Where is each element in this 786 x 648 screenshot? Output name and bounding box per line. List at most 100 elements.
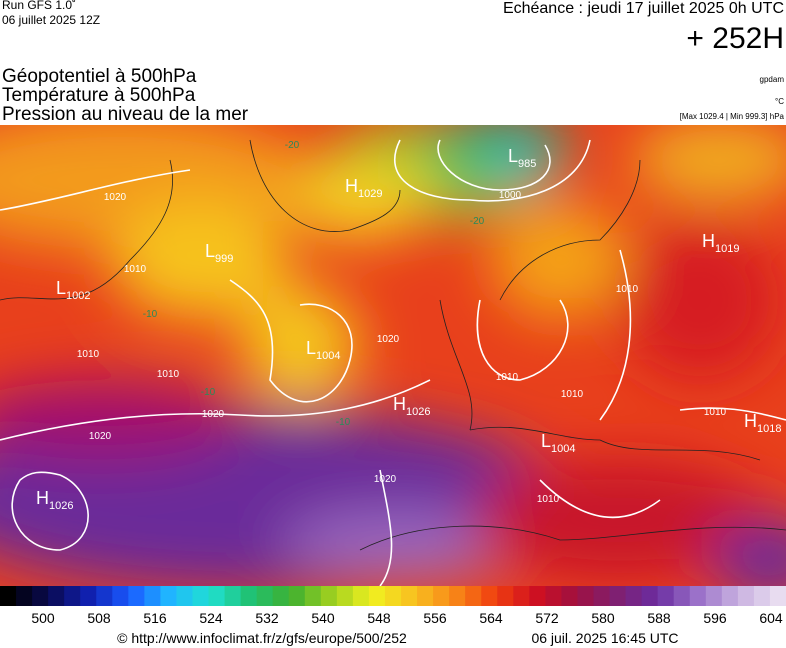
run-date: 06 juillet 2025 12Z [2, 13, 100, 27]
pressure-center: H1018 [744, 411, 781, 435]
colorbar-cell [529, 586, 546, 606]
contour-label: 1020 [202, 409, 225, 420]
layer-title: Géopotentiel à 500hPa [2, 66, 197, 87]
center-value: 1002 [66, 290, 90, 302]
colorbar-cell [176, 586, 193, 606]
contour-label: -10 [336, 417, 351, 428]
center-type: H [744, 411, 757, 431]
colorbar-cell [288, 586, 306, 606]
colorbar-cell [64, 586, 81, 606]
contour-label: 1010 [704, 407, 727, 418]
colorbar-cell [16, 586, 33, 606]
contour-label: 1010 [124, 264, 147, 275]
colorbar-cell [657, 586, 675, 606]
colorbar-cell [593, 586, 611, 606]
contour-label: -10 [201, 387, 216, 398]
colorbar-label: 524 [199, 610, 223, 626]
unit: [Max 1029.4 | Min 999.3] hPa [680, 112, 785, 121]
colorbar-cell [545, 586, 562, 606]
colorbar-cell [336, 586, 354, 606]
pressure-center: H1026 [393, 394, 430, 418]
contour-label: 1010 [77, 349, 100, 360]
colorbar-cell [705, 586, 723, 606]
contour-label: -10 [143, 309, 158, 320]
colorbar-cell [112, 586, 129, 606]
center-value: 985 [518, 158, 536, 170]
pressure-center: L985 [508, 146, 536, 170]
colorbar-cell [417, 586, 434, 606]
colorbar-cell [673, 586, 691, 606]
colorbar-label: 572 [535, 610, 559, 626]
run-label: Run GFS 1.0˚ [2, 0, 76, 12]
colorbar-label: 532 [255, 610, 279, 626]
colorbar-label: 604 [759, 610, 783, 626]
colorbar-label: 548 [367, 610, 391, 626]
layer-title: Température à 500hPa [2, 85, 196, 106]
colorbar-cell [192, 586, 210, 606]
contour-label: 1020 [89, 431, 112, 442]
contour-label: 1010 [157, 369, 180, 380]
contour-label: 1020 [377, 334, 400, 345]
contour-label: 1020 [104, 192, 127, 203]
pressure-center: L1004 [541, 431, 576, 455]
colorbar-label: 508 [87, 610, 111, 626]
center-type: L [508, 146, 518, 166]
colorbar-cell [577, 586, 595, 606]
colorbar-label: 540 [311, 610, 335, 626]
center-value: 1004 [316, 350, 340, 362]
colorbar-cell [352, 586, 370, 606]
colorbar [0, 586, 786, 606]
unit: gpdam [760, 75, 785, 84]
center-value: 1026 [49, 500, 73, 512]
center-value: 1026 [406, 406, 430, 418]
colorbar-label: 556 [423, 610, 447, 626]
colorbar-cell [689, 586, 707, 606]
map [0, 125, 786, 586]
contour-label: 1010 [496, 372, 519, 383]
colorbar-cell [320, 586, 338, 606]
center-value: 1004 [551, 443, 575, 455]
center-type: H [702, 231, 715, 251]
contour-label: 1010 [561, 389, 584, 400]
colorbar-cell [144, 586, 161, 606]
colorbar-cell [368, 586, 386, 606]
colorbar-label: 580 [591, 610, 615, 626]
center-value: 999 [215, 253, 233, 265]
pressure-center: L1004 [306, 338, 341, 362]
colorbar-cell [0, 586, 17, 606]
center-type: H [393, 394, 406, 414]
pressure-center: L1002 [56, 278, 91, 302]
colorbar-cell [721, 586, 739, 606]
pressure-center: H1029 [345, 176, 382, 200]
center-type: L [56, 278, 66, 298]
center-value: 1029 [358, 188, 382, 200]
colorbar-cell [96, 586, 113, 606]
colorbar-cell [481, 586, 498, 606]
center-type: H [36, 488, 49, 508]
colorbar-cell [433, 586, 450, 606]
pressure-center: H1026 [36, 488, 73, 512]
colorbar-cell [769, 586, 786, 606]
center-type: L [541, 431, 551, 451]
center-value: 1018 [757, 423, 781, 435]
pressure-center: H1019 [702, 231, 739, 255]
colorbar-cell [256, 586, 274, 606]
colorbar-cell [497, 586, 514, 606]
colorbar-cell [465, 586, 482, 606]
layer-title: Pression au niveau de la mer [2, 104, 249, 125]
colorbar-cell [32, 586, 49, 606]
colorbar-cell [753, 586, 771, 606]
colorbar-cell [625, 586, 643, 606]
colorbar-cell [513, 586, 530, 606]
colorbar-cell [48, 586, 65, 606]
contour-label: -20 [285, 140, 300, 151]
contour-label: 1010 [616, 284, 639, 295]
contour-label: 1020 [374, 474, 397, 485]
colorbar-label: 564 [479, 610, 503, 626]
source-url: © http://www.infoclimat.fr/z/gfs/europe/… [117, 630, 407, 646]
colorbar-cell [224, 586, 242, 606]
center-type: L [205, 241, 215, 261]
echeance: Echéance : jeudi 17 juillet 2025 0h UTC [503, 0, 784, 17]
colorbar-cell [160, 586, 177, 606]
